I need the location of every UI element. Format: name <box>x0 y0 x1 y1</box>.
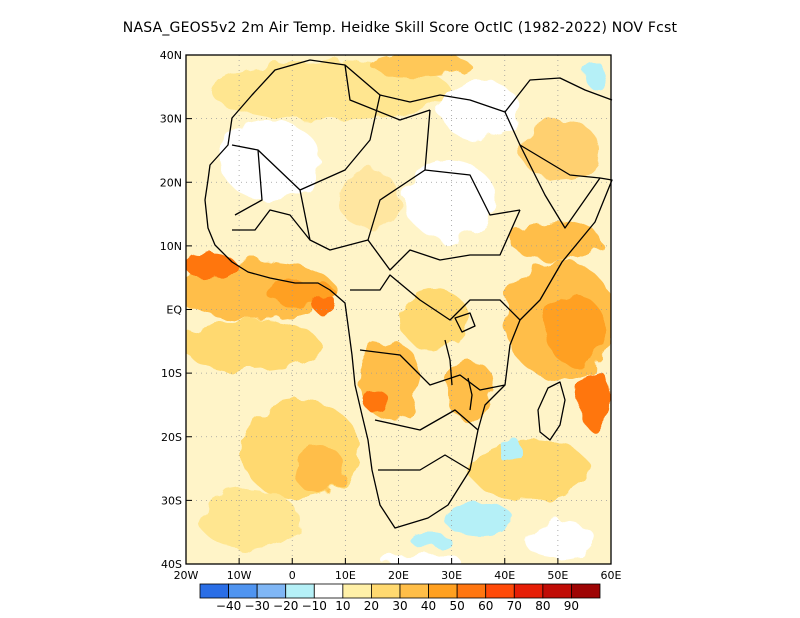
lat-tick-label: 20N <box>160 176 182 189</box>
colorbar-swatch <box>428 583 458 599</box>
colorbar-label: 90 <box>564 599 579 613</box>
colorbar-label: 40 <box>421 599 436 613</box>
border-9 <box>232 209 311 241</box>
madagascar-coastline <box>537 381 566 441</box>
lat-tick-label: 20S <box>161 431 182 444</box>
lon-tick-label: 20E <box>388 569 409 582</box>
lon-tick-label: 10E <box>335 569 356 582</box>
border-5 <box>350 274 521 321</box>
lon-tick-label: 60E <box>601 569 622 582</box>
longitude-axis: 20W 10W 0 10E 20E 30E 40E 50E 60E <box>174 558 622 582</box>
colorbar-label: 30 <box>392 599 407 613</box>
colorbar-swatch <box>542 583 572 599</box>
lat-tick-label: 10N <box>160 240 182 253</box>
lon-tick-label: 30E <box>441 569 462 582</box>
map-gridlines <box>186 55 611 564</box>
colorbar-swatch <box>485 583 515 599</box>
lon-tick-label: 40E <box>494 569 515 582</box>
coastlines-and-borders <box>204 59 613 529</box>
colorbar-swatch <box>456 583 487 599</box>
lat-tick-label: 40N <box>160 49 182 62</box>
border-8 <box>378 454 471 471</box>
lake-victoria <box>454 312 476 333</box>
colorbar-labels: −40 −30 −20 −10 10 20 30 40 50 60 70 80 90 <box>216 599 579 613</box>
lon-tick-label: 10W <box>227 569 252 582</box>
lat-tick-label: 40S <box>161 558 182 571</box>
lake-tanganyika <box>444 339 453 386</box>
colorbar-label: −20 <box>273 599 298 613</box>
lat-tick-label: 30N <box>160 113 182 126</box>
colorbar-swatch <box>285 583 315 599</box>
colorbar-swatch <box>371 583 401 599</box>
border-10 <box>344 64 431 121</box>
border-3 <box>424 169 521 216</box>
lon-tick-label: 20W <box>174 569 199 582</box>
colorbar-label: 20 <box>364 599 379 613</box>
colorbar-label: 10 <box>335 599 350 613</box>
colorbar-label: 50 <box>450 599 465 613</box>
colorbar-label: 60 <box>478 599 493 613</box>
border-1 <box>257 94 381 191</box>
lat-tick-label: 10S <box>161 367 182 380</box>
arabia-coastline <box>504 77 613 113</box>
colorbar-swatch <box>199 583 229 599</box>
colorbar-swatch <box>342 583 372 599</box>
lon-tick-label: 50E <box>547 569 568 582</box>
border-7 <box>374 409 479 431</box>
colorbar-label: −30 <box>244 599 269 613</box>
red-sea-coastline <box>519 144 601 179</box>
colorbar-label: 80 <box>535 599 550 613</box>
colorbar <box>199 583 601 599</box>
border-6 <box>359 349 506 391</box>
africa-coastline <box>204 59 613 529</box>
colorbar-swatch <box>256 583 287 599</box>
border-11 <box>231 144 263 216</box>
lake-malawi <box>467 377 473 411</box>
colorbar-swatch <box>313 583 344 599</box>
lat-tick-label: 30S <box>161 494 182 507</box>
lon-tick-label: 0 <box>289 569 296 582</box>
colorbar-swatch <box>513 583 544 599</box>
latitude-axis: 40N 30N 20N 10N EQ 10S 20S 30S 40S <box>160 49 192 571</box>
colorbar-swatch <box>399 583 429 599</box>
border-4 <box>367 209 521 271</box>
colorbar-swatch <box>228 583 258 599</box>
colorbar-label: 70 <box>507 599 522 613</box>
colorbar-label: −40 <box>216 599 241 613</box>
lat-tick-label: EQ <box>166 304 182 317</box>
map-title: NASA_GEOS5v2 2m Air Temp. Heidke Skill S… <box>122 20 678 36</box>
colorbar-swatch <box>571 583 601 599</box>
colorbar-label: −10 <box>302 599 327 613</box>
